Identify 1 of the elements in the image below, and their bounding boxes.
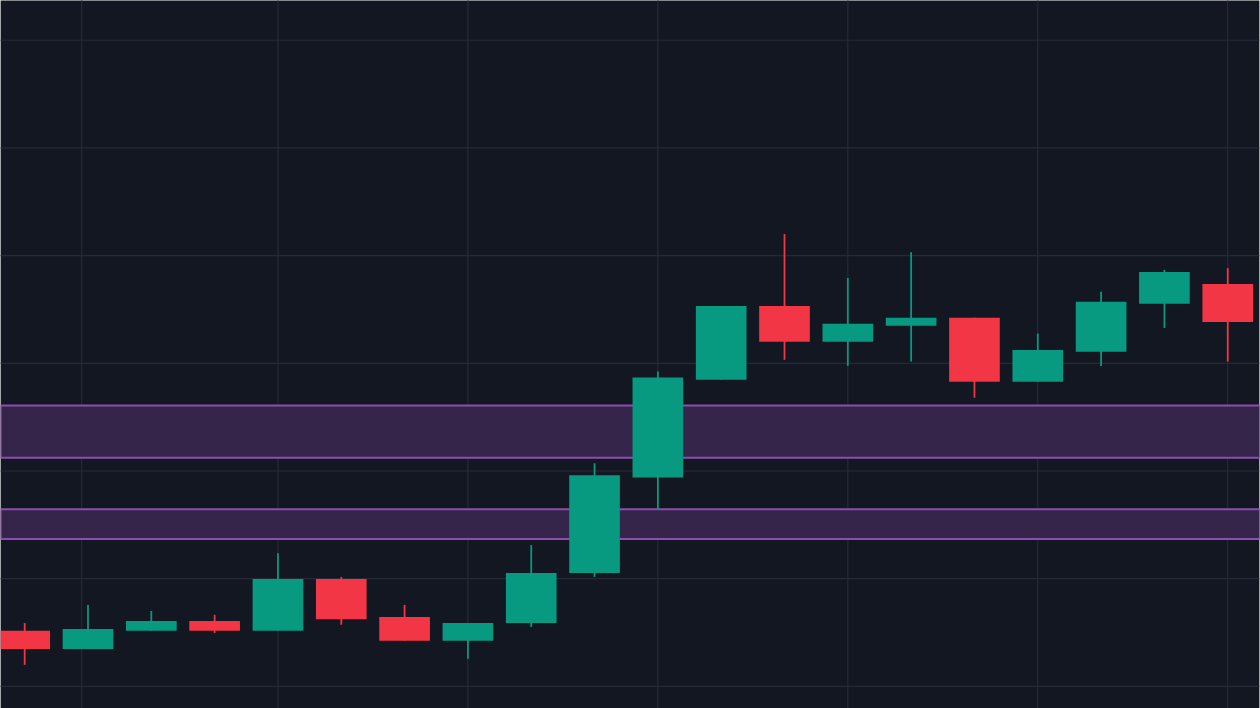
- candlestick: [885, 251, 937, 363]
